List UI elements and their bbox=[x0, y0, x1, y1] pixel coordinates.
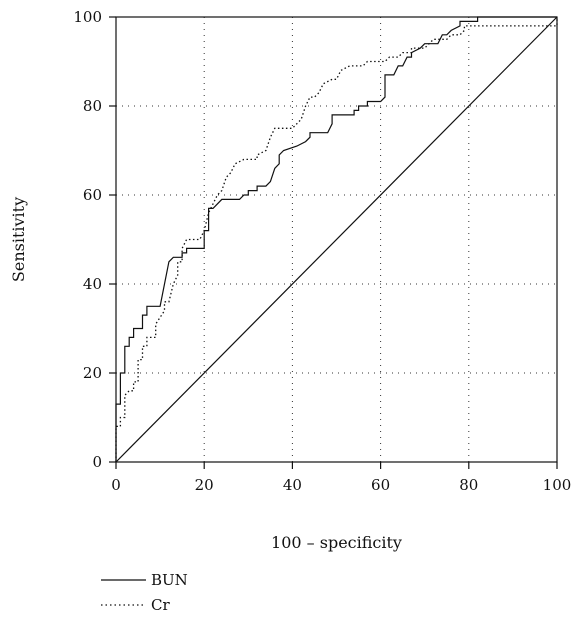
y-tick-label-3: 60 bbox=[83, 186, 102, 204]
plot-frame bbox=[115, 16, 558, 463]
y-tick-label-1: 20 bbox=[83, 364, 102, 382]
series-line-bun bbox=[115, 16, 557, 462]
x-axis-label: 100 – specificity bbox=[271, 533, 402, 552]
y-tick-label-5: 100 bbox=[73, 8, 102, 26]
legend: BUN Cr bbox=[101, 571, 188, 614]
axis-ticks: 0 20 40 60 80 100 0 20 40 60 80 100 bbox=[73, 8, 571, 494]
x-tick-label-1: 20 bbox=[195, 476, 214, 494]
series-line-cr bbox=[115, 17, 558, 462]
x-tick-label-3: 60 bbox=[371, 476, 390, 494]
y-tick-label-2: 40 bbox=[83, 275, 102, 293]
y-tick-label-4: 80 bbox=[83, 97, 102, 115]
x-tick-label-0: 0 bbox=[111, 476, 121, 494]
legend-label-cr: Cr bbox=[151, 596, 170, 614]
series-line-reference bbox=[115, 16, 558, 463]
series-lines bbox=[115, 16, 558, 463]
x-tick-label-5: 100 bbox=[543, 476, 572, 494]
y-axis-label: Sensitivity bbox=[9, 197, 28, 282]
y-tick-label-0: 0 bbox=[92, 453, 102, 471]
x-tick-label-2: 40 bbox=[283, 476, 302, 494]
legend-label-bun: BUN bbox=[151, 571, 188, 589]
x-tick-label-4: 80 bbox=[459, 476, 478, 494]
